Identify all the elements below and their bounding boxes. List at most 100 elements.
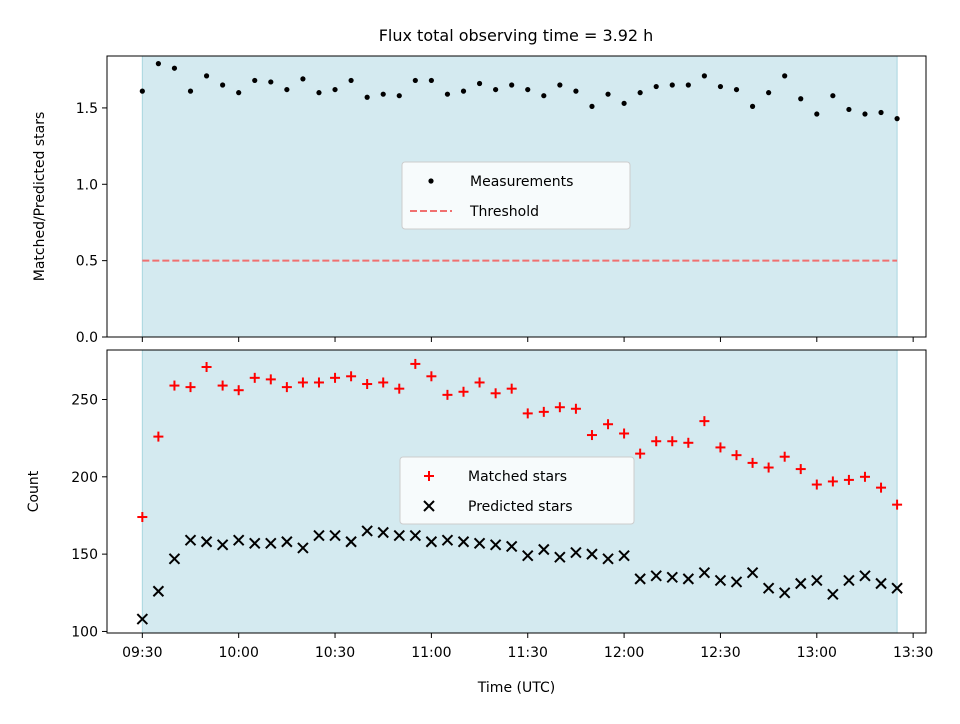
data-point xyxy=(554,551,566,563)
data-point xyxy=(297,377,308,388)
data-point xyxy=(747,457,758,468)
x-stroke xyxy=(409,529,422,542)
x-stroke xyxy=(538,543,550,556)
data-point xyxy=(683,437,694,448)
data-point xyxy=(313,377,324,388)
data-point xyxy=(667,436,678,447)
data-point xyxy=(187,88,194,94)
axes-frame xyxy=(106,349,927,634)
data-point xyxy=(862,111,868,117)
data-point xyxy=(361,525,373,537)
x-stroke xyxy=(859,570,871,582)
data-point xyxy=(393,529,405,542)
data-point xyxy=(220,82,226,88)
data-point xyxy=(249,537,261,550)
x-stroke xyxy=(425,536,438,548)
data-point xyxy=(396,93,402,99)
data-point xyxy=(348,77,354,84)
data-point xyxy=(778,587,791,599)
x-tick-label: 11:30 xyxy=(508,645,548,661)
data-point xyxy=(426,371,437,382)
x-stroke xyxy=(441,534,454,546)
data-point xyxy=(203,73,210,79)
legend-marker xyxy=(424,471,434,481)
data-point xyxy=(200,536,213,548)
data-point xyxy=(316,90,322,96)
data-point xyxy=(878,109,884,116)
data-point xyxy=(474,377,485,388)
data-point xyxy=(380,91,386,97)
data-point xyxy=(473,537,486,550)
data-point xyxy=(843,474,854,485)
data-point xyxy=(682,573,695,585)
data-point xyxy=(297,542,309,554)
data-point xyxy=(522,549,534,562)
data-point xyxy=(330,372,341,383)
data-point xyxy=(412,77,418,84)
data-point xyxy=(795,577,807,590)
x-stroke xyxy=(329,529,341,542)
x-tick-label: 13:30 xyxy=(893,645,933,661)
data-point xyxy=(265,537,277,550)
x-stroke xyxy=(152,585,165,597)
data-point xyxy=(892,499,903,510)
x-stroke xyxy=(297,542,309,554)
legend-marker xyxy=(423,500,435,512)
legend-box xyxy=(399,456,635,525)
data-point xyxy=(409,529,422,542)
data-point xyxy=(265,374,276,385)
data-point xyxy=(152,585,165,597)
data-point xyxy=(763,462,774,473)
data-point xyxy=(332,86,338,93)
data-point xyxy=(570,546,582,559)
series-matched-stars xyxy=(137,358,903,523)
data-point xyxy=(730,576,743,588)
chart-title: Flux total observing time = 3.92 h xyxy=(379,26,654,45)
data-point xyxy=(830,93,836,99)
x-tick-label: 13:00 xyxy=(797,645,837,661)
y-tick-label: 1.5 xyxy=(76,101,98,117)
legend: Measurements Threshold xyxy=(401,161,631,230)
x-stroke xyxy=(650,570,662,582)
data-point xyxy=(843,574,855,587)
y-tick-label: 200 xyxy=(71,470,98,486)
data-point xyxy=(814,111,820,117)
data-point xyxy=(281,536,293,548)
x-stroke xyxy=(200,536,213,548)
data-point xyxy=(731,450,742,461)
data-point xyxy=(506,383,517,394)
x-stroke xyxy=(423,500,435,512)
x-stroke xyxy=(554,551,566,563)
legend-label: Matched stars xyxy=(468,469,567,485)
x-stroke xyxy=(795,577,807,590)
legend-box xyxy=(401,161,631,230)
data-point xyxy=(460,88,467,94)
data-point xyxy=(364,94,370,100)
legend-label: Threshold xyxy=(469,204,539,220)
data-point xyxy=(766,90,772,96)
series-measurements xyxy=(139,61,900,122)
x-stroke xyxy=(522,549,534,562)
data-point xyxy=(525,86,531,93)
x-tick-label: 10:30 xyxy=(315,645,355,661)
data-point xyxy=(168,553,181,565)
data-point xyxy=(876,482,887,493)
data-point xyxy=(136,613,149,625)
data-point xyxy=(699,416,710,427)
data-point xyxy=(859,471,870,482)
x-stroke xyxy=(714,574,727,587)
x-stroke xyxy=(666,571,678,584)
bottom-panel: 100 150 200 250 09:30 10:00 10:30 11:00 11:30 12:… xyxy=(26,349,933,696)
data-point xyxy=(586,548,598,560)
x-tick-label: 11:00 xyxy=(411,645,451,661)
x-stroke xyxy=(216,539,229,551)
legend-marker xyxy=(428,178,434,184)
x-stroke xyxy=(586,548,598,560)
data-point xyxy=(233,385,244,396)
x-stroke xyxy=(698,566,711,579)
x-stroke xyxy=(843,574,855,587)
y-axis-label: Count xyxy=(26,470,42,512)
series-predicted-stars xyxy=(136,525,903,625)
data-point xyxy=(362,379,373,390)
